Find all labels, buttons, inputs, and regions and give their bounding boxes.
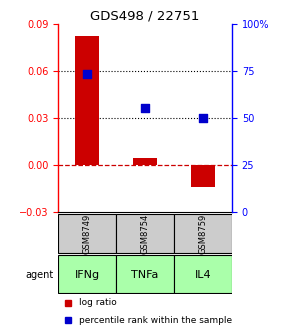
Point — [143, 106, 147, 111]
Bar — [116, 214, 174, 253]
Text: IFNg: IFNg — [75, 270, 99, 280]
Text: GSM8759: GSM8759 — [198, 213, 208, 254]
Bar — [116, 255, 174, 293]
Bar — [58, 214, 116, 253]
Bar — [75, 36, 99, 165]
Bar — [133, 158, 157, 165]
Bar — [191, 165, 215, 186]
Text: agent: agent — [25, 270, 53, 280]
Bar — [174, 255, 232, 293]
Title: GDS498 / 22751: GDS498 / 22751 — [90, 9, 200, 23]
Point — [201, 115, 205, 120]
Text: IL4: IL4 — [195, 270, 211, 280]
Text: TNFa: TNFa — [131, 270, 159, 280]
Text: percentile rank within the sample: percentile rank within the sample — [79, 316, 232, 325]
Text: GSM8749: GSM8749 — [82, 213, 92, 254]
Text: GSM8754: GSM8754 — [140, 213, 150, 254]
Bar — [174, 214, 232, 253]
Bar — [58, 255, 116, 293]
Point — [85, 72, 89, 77]
Text: log ratio: log ratio — [79, 298, 117, 307]
